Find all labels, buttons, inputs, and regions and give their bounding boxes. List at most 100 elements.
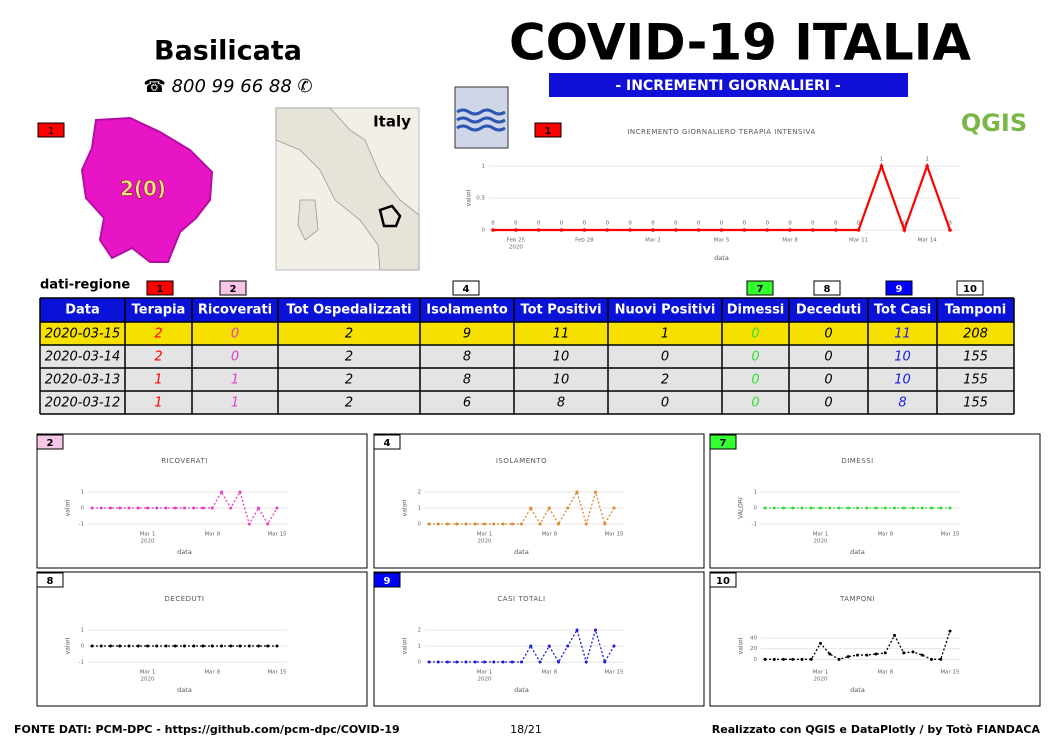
value-label: 0 (628, 221, 632, 227)
badge (746, 280, 774, 296)
chart-title: TAMPONI (839, 595, 875, 603)
x-tick-label: Mar 15 (267, 670, 287, 676)
italy-shape (275, 107, 420, 271)
table-cell: 0 (824, 373, 832, 388)
data-point (809, 506, 813, 510)
data-point (911, 650, 915, 654)
y-tick-label: 1 (754, 490, 758, 496)
badge (373, 434, 401, 450)
data-point (464, 660, 468, 664)
data-point (948, 506, 952, 510)
x-year-label: 2020 (478, 539, 492, 545)
data-point (210, 506, 214, 510)
x-tick-label: Mar 8 (782, 238, 798, 244)
table-cell: 208 (963, 327, 988, 342)
value-label: 0 (765, 221, 769, 227)
subtitle-box (549, 73, 908, 97)
value-label: 0 (948, 221, 952, 227)
table-cell: 8 (898, 396, 906, 411)
table-cell: 2 (661, 373, 669, 388)
data-point (118, 644, 122, 648)
data-point (520, 522, 523, 526)
data-point (566, 506, 570, 510)
data-point (846, 506, 850, 510)
y-tick-label: 1 (418, 644, 422, 650)
data-point (455, 660, 459, 664)
table-cell: 1 (154, 396, 162, 411)
table-cell: 2 (345, 350, 353, 365)
table-cell: 1 (154, 373, 162, 388)
badge (709, 434, 737, 450)
data-point (846, 655, 850, 659)
x-tick-label: Mar 8 (204, 532, 220, 538)
table-row-bg (40, 322, 1014, 345)
data-point (939, 657, 943, 661)
chart-frame (709, 571, 1041, 707)
data-point (257, 506, 260, 510)
x-tick-label: Mar 8 (877, 670, 893, 676)
table-header-cell: Tot Ospedalizzati (286, 303, 411, 318)
value-label: 0 (811, 221, 815, 227)
y-axis-label: valori (402, 499, 409, 516)
table-header-cell: Dimessi (727, 303, 785, 318)
y-axis-label: VALORI (738, 497, 745, 519)
data-point (865, 653, 869, 657)
data-point (788, 228, 792, 232)
table-cell: 0 (751, 350, 759, 365)
x-tick-label: Feb 28 (575, 238, 594, 244)
x-tick-label: Mar 8 (204, 670, 220, 676)
map-label: 2(0) (120, 177, 166, 201)
badge-label: 2 (47, 438, 54, 449)
table-cell: 2 (154, 327, 162, 342)
data-point (446, 522, 449, 526)
data-point (651, 228, 655, 232)
table-cell: 0 (751, 396, 759, 411)
data-point (510, 522, 514, 526)
chart-frame (373, 433, 705, 569)
data-point (446, 660, 449, 664)
data-point (791, 657, 795, 661)
data-point (837, 657, 841, 661)
table-cell: 1 (231, 396, 239, 411)
chart-frame (373, 571, 705, 707)
y-tick-label: 0 (81, 644, 85, 650)
data-point (811, 228, 815, 232)
data-point (920, 653, 924, 657)
coat-of-arms (454, 86, 509, 149)
inset-label: Italy (373, 113, 411, 131)
badge-label: 2 (230, 284, 237, 295)
table-cell: 10 (553, 350, 570, 365)
x-tick-label: Mar 1 (477, 532, 493, 538)
data-point (492, 660, 496, 664)
data-point (557, 660, 560, 664)
badge (885, 280, 913, 296)
table-cell: 0 (824, 327, 832, 342)
value-label: 0 (560, 221, 564, 227)
data-point (874, 652, 878, 656)
data-point (566, 644, 570, 648)
x-year-label: 2020 (509, 245, 523, 251)
x-year-label: 2020 (141, 539, 155, 545)
data-point (146, 644, 149, 648)
data-point (529, 506, 533, 510)
data-point (90, 644, 94, 648)
badge-label: 1 (545, 126, 552, 137)
chart-title: RICOVERATI (161, 457, 208, 465)
data-point (155, 506, 159, 510)
data-point (930, 506, 933, 510)
table-header-cell: Tamponi (945, 303, 1006, 318)
data-point (427, 522, 431, 526)
table-caption: dati-regione (40, 278, 130, 293)
data-point (183, 506, 186, 510)
data-point (257, 644, 260, 648)
badge (146, 280, 174, 296)
badge (452, 280, 480, 296)
table-header-cell: Ricoverati (198, 303, 272, 318)
table-cell: 8 (463, 373, 471, 388)
table-cell: 2 (154, 350, 162, 365)
data-point (127, 644, 131, 648)
y-tick-label: -1 (752, 522, 757, 528)
value-label: 0 (606, 221, 610, 227)
footer-source: FONTE DATI: PCM-DPC - https://github.com… (14, 723, 400, 736)
badge (36, 434, 64, 450)
